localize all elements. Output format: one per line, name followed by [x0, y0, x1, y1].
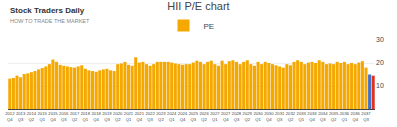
svg-text:2034Q3: 2034Q3 [318, 111, 328, 121]
svg-text:2033Q4: 2033Q4 [307, 111, 317, 121]
svg-text:Stock Traders Daily: Stock Traders Daily [10, 6, 85, 15]
svg-text:2035Q2: 2035Q2 [329, 111, 339, 121]
svg-text:2015Q1: 2015Q1 [38, 111, 48, 121]
svg-text:2018Q1: 2018Q1 [81, 111, 91, 121]
svg-text:20: 20 [376, 59, 384, 66]
svg-text:2016Q3: 2016Q3 [59, 111, 69, 121]
svg-text:2014Q2: 2014Q2 [27, 111, 37, 121]
svg-text:2019Q3: 2019Q3 [102, 111, 112, 121]
svg-text:2024Q1: 2024Q1 [167, 111, 177, 121]
svg-text:2027Q4: 2027Q4 [221, 111, 231, 121]
svg-text:2024Q4: 2024Q4 [178, 111, 188, 121]
svg-text:HOW TO TRADE THE MARKET: HOW TO TRADE THE MARKET [10, 18, 90, 24]
svg-text:2030Q4: 2030Q4 [264, 111, 274, 121]
svg-text:10: 10 [376, 82, 384, 89]
svg-text:2017Q2: 2017Q2 [70, 111, 80, 121]
svg-text:2013Q3: 2013Q3 [16, 111, 26, 121]
svg-text:2031Q3: 2031Q3 [275, 111, 285, 121]
svg-text:2012Q4: 2012Q4 [5, 111, 15, 121]
svg-text:HII P/E chart: HII P/E chart [167, 0, 229, 12]
svg-text:2022Q3: 2022Q3 [145, 111, 155, 121]
svg-text:2021Q1: 2021Q1 [124, 111, 134, 121]
svg-text:2036Q1: 2036Q1 [340, 111, 350, 121]
svg-text:2030Q1: 2030Q1 [253, 111, 263, 121]
svg-text:PE: PE [204, 22, 215, 31]
svg-text:2025Q3: 2025Q3 [189, 111, 199, 121]
svg-text:2028Q3: 2028Q3 [232, 111, 242, 121]
svg-text:2018Q4: 2018Q4 [91, 111, 101, 121]
svg-text:2023Q2: 2023Q2 [156, 111, 166, 121]
svg-text:2015Q4: 2015Q4 [48, 111, 58, 121]
svg-text:2033Q1: 2033Q1 [297, 111, 307, 121]
svg-text:2026Q2: 2026Q2 [199, 111, 209, 121]
svg-text:30: 30 [376, 36, 384, 43]
svg-text:2036Q4: 2036Q4 [351, 111, 361, 121]
svg-text:2037Q3: 2037Q3 [361, 111, 371, 121]
svg-text:2032Q2: 2032Q2 [286, 111, 296, 121]
svg-text:2020Q2: 2020Q2 [113, 111, 123, 121]
svg-text:2029Q2: 2029Q2 [243, 111, 253, 121]
svg-text:2021Q4: 2021Q4 [135, 111, 145, 121]
svg-text:2027Q1: 2027Q1 [210, 111, 220, 121]
